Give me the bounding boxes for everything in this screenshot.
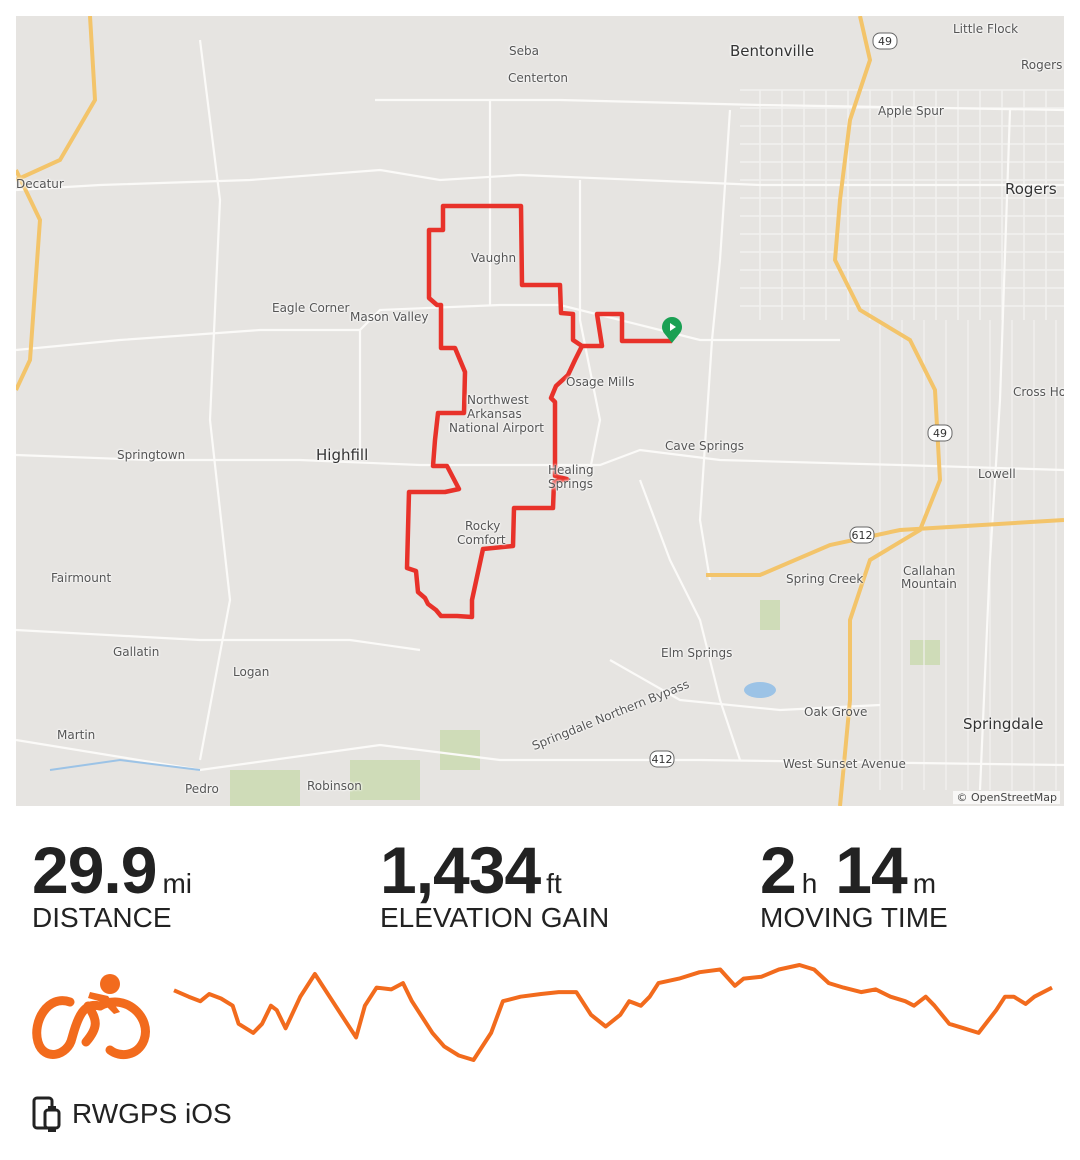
- park-area: [350, 760, 420, 800]
- map-place-label: Rogers: [1021, 58, 1063, 72]
- device-label: RWGPS iOS: [72, 1098, 232, 1129]
- road: [16, 328, 360, 352]
- map-place-label: Rogers: [1005, 180, 1057, 198]
- map-place-label: Seba: [509, 44, 539, 58]
- map-place-label: Vaughn: [471, 251, 517, 265]
- map-place-label: Decatur: [16, 177, 64, 191]
- map-place-label: Elm Springs: [661, 646, 733, 660]
- map-place-label: Oak Grove: [804, 705, 868, 719]
- map-place-label: Bentonville: [730, 42, 815, 60]
- map-place-label: Mountain: [901, 577, 957, 591]
- map-attribution[interactable]: © OpenStreetMap: [953, 791, 1060, 804]
- map-place-label: Rocky: [465, 519, 501, 533]
- map-place-label: Lowell: [978, 467, 1016, 481]
- map-place-label: Cross Hol: [1013, 385, 1064, 399]
- road: [16, 168, 1064, 192]
- stat-moving-time: 2 h 14 m MOVING TIME: [760, 832, 948, 934]
- route-shield-number: 49: [933, 427, 947, 440]
- distance-value: 29.9: [32, 833, 157, 907]
- stat-elevation: 1,434 ft ELEVATION GAIN: [380, 832, 609, 934]
- road: [16, 448, 1064, 472]
- map-place-label: Centerton: [508, 71, 569, 85]
- elevation-line: [173, 963, 1053, 1062]
- map-place-label: Eagle Corner: [272, 301, 350, 315]
- route-shield-number: 412: [652, 753, 673, 766]
- route-shield: [649, 750, 675, 768]
- highway: [832, 16, 943, 806]
- map-place-label: Mason Valley: [350, 310, 429, 324]
- highway: [16, 169, 43, 391]
- map-place-label: Arkansas: [467, 407, 522, 421]
- map-place-label: Comfort: [457, 533, 506, 547]
- road: [978, 109, 1012, 791]
- map-place-label: Robinson: [307, 779, 362, 793]
- distance-unit: mi: [162, 868, 193, 899]
- park-area: [230, 770, 300, 806]
- map-place-label: Martin: [57, 728, 96, 742]
- park-area: [760, 600, 780, 630]
- map-place-label: Northwest: [467, 393, 529, 407]
- map-place-label: Cave Springs: [665, 439, 745, 453]
- minutes-unit: m: [912, 868, 937, 899]
- map-place-label: Springs: [548, 477, 593, 491]
- map-place-label: West Sunset Avenue: [783, 757, 906, 771]
- map-place-label: Logan: [233, 665, 270, 679]
- map-place-label: Osage Mills: [566, 375, 635, 389]
- start-marker-icon: [662, 317, 683, 343]
- map-place-label: Springtown: [117, 448, 186, 462]
- road: [16, 738, 1064, 772]
- map-place-label: Healing: [548, 463, 594, 477]
- route-line: [404, 203, 672, 620]
- distance-label: DISTANCE: [32, 902, 172, 933]
- road: [609, 659, 881, 712]
- map-place-label: Pedro: [185, 782, 219, 796]
- road: [16, 628, 421, 652]
- river: [49, 758, 201, 771]
- device-info: RWGPS iOS: [32, 1096, 232, 1132]
- map-place-label: Highfill: [316, 446, 369, 464]
- map-place-label: Spring Creek: [786, 572, 864, 586]
- map-place-label: Springdale: [963, 715, 1044, 733]
- route-map[interactable]: 49 49 612 412 Seba Bentonville Little Flock Ce…: [16, 16, 1064, 806]
- map-place-label: National Airport: [449, 421, 544, 435]
- map-place-label: Fairmount: [51, 571, 112, 585]
- cyclist-icon: [32, 974, 150, 1060]
- elevation-profile: [173, 963, 1053, 1062]
- elevation-unit: ft: [546, 868, 562, 899]
- elevation-label: ELEVATION GAIN: [380, 902, 610, 933]
- road: [638, 479, 742, 761]
- elevation-value: 1,434: [380, 833, 541, 907]
- lake: [744, 682, 776, 698]
- route-shield: [872, 32, 898, 50]
- stat-distance: 29.9 mi DISTANCE: [32, 832, 192, 934]
- highway: [706, 518, 1064, 577]
- park-area: [440, 730, 480, 770]
- play-icon: [670, 323, 676, 331]
- moving-time-label: MOVING TIME: [760, 902, 948, 933]
- road: [198, 39, 232, 761]
- road: [698, 109, 732, 581]
- route-shield: [849, 526, 875, 544]
- route-shield-number: 612: [852, 529, 873, 542]
- park-area: [910, 640, 940, 665]
- route-shield-number: 49: [878, 35, 892, 48]
- route-shield: [927, 424, 953, 442]
- road: [375, 98, 1064, 112]
- hours-unit: h: [801, 868, 818, 899]
- map-place-label: Apple Spur: [878, 104, 944, 118]
- hours-value: 2: [760, 833, 797, 907]
- map-place-label: Gallatin: [113, 645, 160, 659]
- road: [578, 180, 602, 471]
- map-place-label: Callahan: [903, 564, 956, 578]
- map-canvas: 49 49 612 412: [16, 16, 1064, 806]
- highway: [16, 16, 98, 182]
- minutes-value: 14: [835, 833, 907, 907]
- map-place-label: Little Flock: [953, 22, 1019, 36]
- phone-watch-icon: [32, 1096, 61, 1132]
